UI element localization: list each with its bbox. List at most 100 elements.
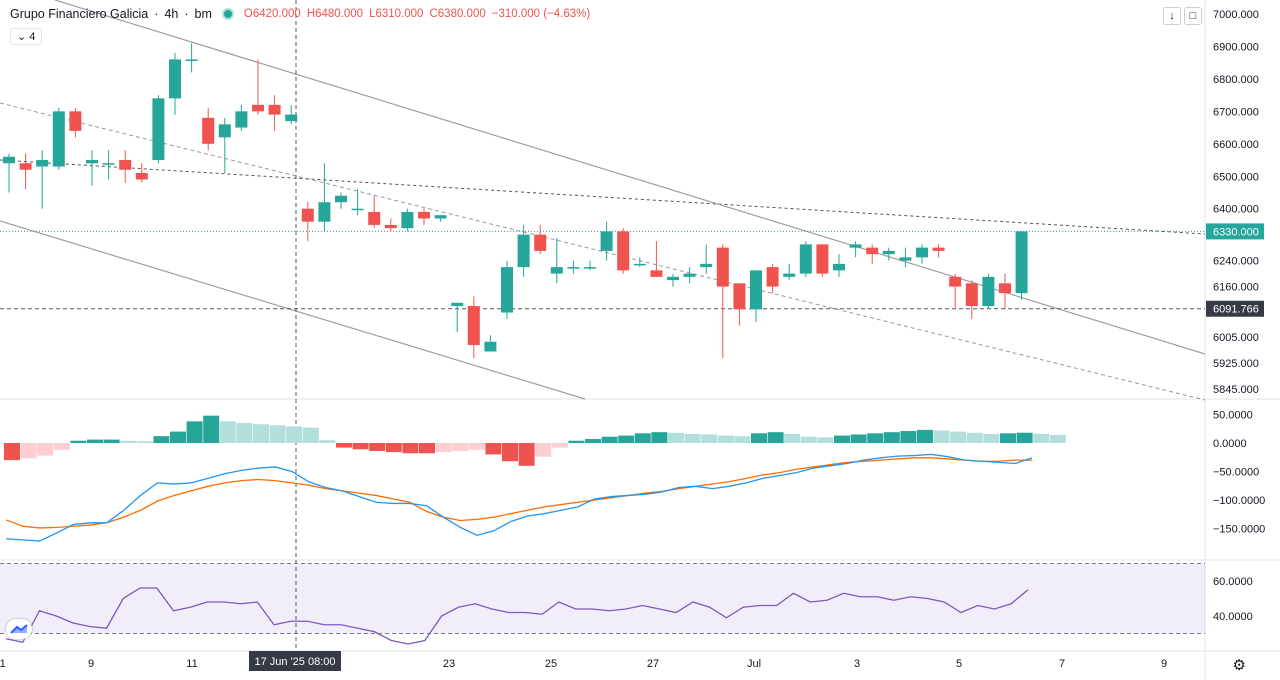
candle-body bbox=[799, 244, 812, 274]
macd-histogram-bar bbox=[535, 443, 552, 457]
candle-body bbox=[617, 231, 630, 271]
macd-histogram-bar bbox=[784, 433, 801, 443]
channel-lower-line bbox=[0, 220, 586, 400]
price-tick-label: 5925.000 bbox=[1213, 358, 1259, 370]
macd-histogram-bar bbox=[269, 425, 286, 443]
download-button[interactable]: ↓ bbox=[1163, 7, 1181, 25]
candle-body bbox=[451, 302, 464, 307]
low-value: L6310.000 bbox=[369, 8, 424, 20]
candle-body bbox=[268, 104, 281, 115]
macd-histogram-bar bbox=[601, 436, 618, 443]
fullscreen-icon: □ bbox=[1189, 10, 1197, 22]
macd-line bbox=[5, 453, 1033, 542]
time-tick-label: 9 bbox=[88, 658, 94, 670]
candle-body bbox=[252, 104, 264, 112]
macd-histogram-bar bbox=[452, 443, 469, 451]
interval-label[interactable]: 4h bbox=[164, 7, 179, 21]
price-tick-label: 7000.000 bbox=[1213, 9, 1259, 21]
candle-body bbox=[102, 163, 115, 165]
macd-histogram-bar bbox=[103, 439, 120, 443]
macd-histogram-bar bbox=[950, 431, 967, 443]
time-tick-label: Jul bbox=[747, 658, 761, 670]
candle-body bbox=[202, 117, 215, 144]
download-icon: ↓ bbox=[1169, 10, 1175, 22]
candle-body bbox=[19, 163, 32, 170]
macd-histogram-bar bbox=[170, 431, 186, 443]
price-tick-label: 6400.000 bbox=[1213, 204, 1259, 216]
candle-body bbox=[965, 283, 978, 307]
crosshair-price-badge bbox=[1206, 300, 1264, 317]
market-status-icon bbox=[221, 8, 234, 20]
indicator-count: 4 bbox=[29, 31, 36, 43]
candle-body bbox=[3, 156, 15, 164]
trendline-dotted bbox=[0, 159, 1206, 235]
candle-body bbox=[1015, 231, 1028, 294]
macd-histogram-bar bbox=[402, 443, 419, 454]
candle-body bbox=[384, 224, 397, 229]
macd-histogram-bar bbox=[767, 432, 784, 443]
candle-body bbox=[932, 247, 945, 251]
candle-body bbox=[916, 247, 928, 258]
macd-histogram-bar bbox=[634, 433, 651, 443]
fullscreen-button[interactable]: □ bbox=[1184, 7, 1202, 25]
macd-histogram-bar bbox=[319, 440, 336, 443]
macd-histogram-bar bbox=[850, 434, 867, 443]
macd-histogram-bar bbox=[253, 424, 269, 443]
macd-histogram-bar bbox=[153, 436, 170, 443]
macd-tick-label: 0.0000 bbox=[1213, 438, 1247, 450]
candle-body bbox=[152, 98, 165, 161]
high-value: H6480.000 bbox=[306, 8, 364, 20]
tradingview-logo[interactable] bbox=[6, 619, 32, 639]
macd-histogram-bar bbox=[883, 432, 900, 443]
candle-body bbox=[567, 267, 580, 269]
candle-body bbox=[301, 208, 314, 222]
macd-histogram-bar bbox=[867, 433, 884, 443]
macd-histogram-bar bbox=[203, 415, 220, 443]
candle-body bbox=[119, 160, 132, 170]
time-tick-label: 9 bbox=[1161, 658, 1167, 670]
macd-signal-line bbox=[5, 457, 1032, 529]
indicators-toggle[interactable]: ⌄ 4 bbox=[10, 28, 43, 45]
macd-histogram-bar bbox=[551, 443, 568, 448]
candle-body bbox=[982, 276, 995, 307]
candle-body bbox=[833, 263, 845, 271]
macd-histogram-bar bbox=[751, 433, 767, 443]
time-tick-label: 25 bbox=[545, 658, 557, 670]
change-value: −310.000 (−4.63%) bbox=[491, 8, 591, 20]
macd-tick-label: −100.0000 bbox=[1213, 495, 1265, 507]
macd-tick-label: 50.0000 bbox=[1213, 410, 1253, 422]
candle-body bbox=[185, 59, 198, 61]
gear-icon[interactable]: ⚙ bbox=[1232, 657, 1246, 674]
candle-body bbox=[866, 247, 879, 255]
macd-histogram-bar bbox=[53, 443, 70, 450]
candle-body bbox=[550, 267, 563, 274]
candle-body bbox=[434, 215, 447, 219]
symbol-name[interactable]: Grupo Financiero Galicia bbox=[10, 7, 149, 21]
macd-histogram-bar bbox=[136, 441, 153, 443]
candle-body bbox=[351, 208, 364, 211]
candle-body bbox=[368, 211, 381, 225]
candle-body bbox=[882, 250, 895, 255]
macd-histogram-bar bbox=[302, 427, 319, 443]
candle-body bbox=[218, 124, 231, 138]
macd-histogram-bar bbox=[37, 443, 54, 456]
macd-histogram-bar bbox=[1000, 433, 1016, 443]
candle-body bbox=[235, 111, 248, 128]
time-tick-label: 3 bbox=[854, 658, 860, 670]
candle-body bbox=[401, 211, 414, 229]
candle-body bbox=[335, 195, 347, 203]
logo-icon bbox=[10, 624, 28, 634]
candle-body bbox=[633, 263, 646, 266]
candle-body bbox=[285, 114, 298, 122]
macd-histogram-bar bbox=[684, 433, 701, 443]
macd-histogram-bar bbox=[900, 431, 917, 443]
candle-body bbox=[783, 273, 796, 277]
macd-histogram-bar bbox=[485, 443, 502, 455]
time-tick-label: 11 bbox=[186, 658, 197, 670]
channel-upper-line bbox=[54, 0, 1206, 355]
macd-histogram-bar bbox=[701, 434, 718, 443]
macd-histogram-bar bbox=[917, 429, 933, 443]
time-tick-label: 23 bbox=[443, 658, 455, 670]
price-tick-label: 6700.000 bbox=[1213, 106, 1259, 118]
